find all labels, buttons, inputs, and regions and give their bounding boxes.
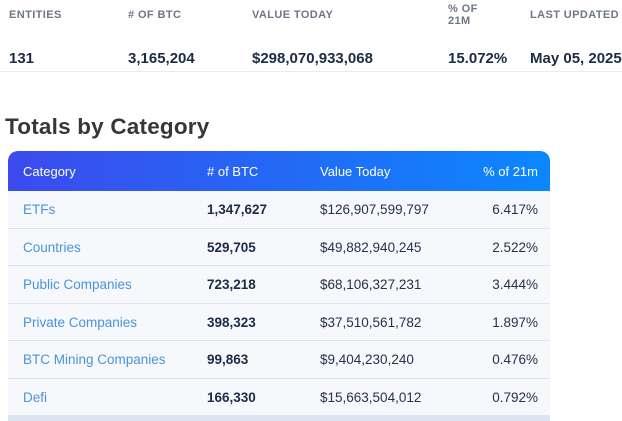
pct-of-21m: 3.444% <box>492 277 538 293</box>
btc-amount: 99,863 <box>207 352 249 368</box>
pct-of-21m: 6.417% <box>492 202 538 218</box>
btc-count-header: # OF BTC <box>128 9 182 21</box>
pct-of-21m-header: % OF 21M <box>448 3 478 27</box>
value-column-header: Value Today <box>320 163 391 179</box>
category-link-private-companies[interactable]: Private Companies <box>23 314 138 330</box>
divider <box>0 71 622 72</box>
totals-by-category-table: Category # of BTC Value Today % of 21m E… <box>8 151 550 421</box>
pct-of-21m: 0.792% <box>492 389 538 405</box>
category-link-defi[interactable]: Defi <box>23 389 48 405</box>
pct-column-header: % of 21m <box>483 163 538 179</box>
btc-amount: 166,330 <box>207 389 256 405</box>
table-row: Public Companies 723,218 $68,106,327,231… <box>8 266 550 304</box>
entities-header: ENTITIES <box>9 9 62 21</box>
pct-of-21m-value: 15.072% <box>448 50 508 67</box>
btc-amount: 529,705 <box>207 239 256 255</box>
pct-of-21m: 1.897% <box>492 314 538 330</box>
table-row: ETFs 1,347,627 $126,907,599,797 6.417% <box>8 191 550 229</box>
value-today: $126,907,599,797 <box>320 202 429 218</box>
table-header-row: Category # of BTC Value Today % of 21m <box>8 151 550 191</box>
last-updated-value: May 05, 2025 <box>530 50 622 67</box>
btc-amount: 1,347,627 <box>207 202 268 218</box>
value-today-value: $298,070,933,068 <box>252 50 373 67</box>
summary-value-row: 131 3,165,204 $298,070,933,068 15.072% M… <box>9 50 622 67</box>
value-today: $37,510,561,782 <box>320 314 422 330</box>
value-today: $9,404,230,240 <box>320 352 414 368</box>
category-column-header: Category <box>23 163 76 179</box>
btc-amount: 723,218 <box>207 277 256 293</box>
category-link-etfs[interactable]: ETFs <box>23 202 56 218</box>
table-row: Defi 166,330 $15,663,504,012 0.792% <box>8 378 550 416</box>
page-title: Totals by Category <box>5 114 210 139</box>
category-link-btc-mining-companies[interactable]: BTC Mining Companies <box>23 352 166 368</box>
value-today-header: VALUE TODAY <box>252 9 334 21</box>
table-row: Countries 529,705 $49,882,940,245 2.522% <box>8 228 550 266</box>
clipped-next-row <box>8 416 550 421</box>
summary-section: ENTITIES # OF BTC VALUE TODAY % OF 21M L… <box>0 0 622 67</box>
btc-column-header: # of BTC <box>207 163 259 179</box>
category-link-countries[interactable]: Countries <box>23 239 81 255</box>
pct-of-21m: 0.476% <box>492 352 538 368</box>
btc-count-value: 3,165,204 <box>128 50 195 67</box>
category-link-public-companies[interactable]: Public Companies <box>23 277 132 293</box>
entities-value: 131 <box>9 50 35 67</box>
summary-header-row: ENTITIES # OF BTC VALUE TODAY % OF 21M L… <box>9 2 622 28</box>
value-today: $68,106,327,231 <box>320 277 422 293</box>
btc-amount: 398,323 <box>207 314 256 330</box>
table-row: Private Companies 398,323 $37,510,561,78… <box>8 303 550 341</box>
last-updated-header: LAST UPDATED <box>530 9 619 21</box>
pct-of-21m: 2.522% <box>492 239 538 255</box>
table-row: BTC Mining Companies 99,863 $9,404,230,2… <box>8 341 550 379</box>
value-today: $49,882,940,245 <box>320 239 422 255</box>
value-today: $15,663,504,012 <box>320 389 422 405</box>
